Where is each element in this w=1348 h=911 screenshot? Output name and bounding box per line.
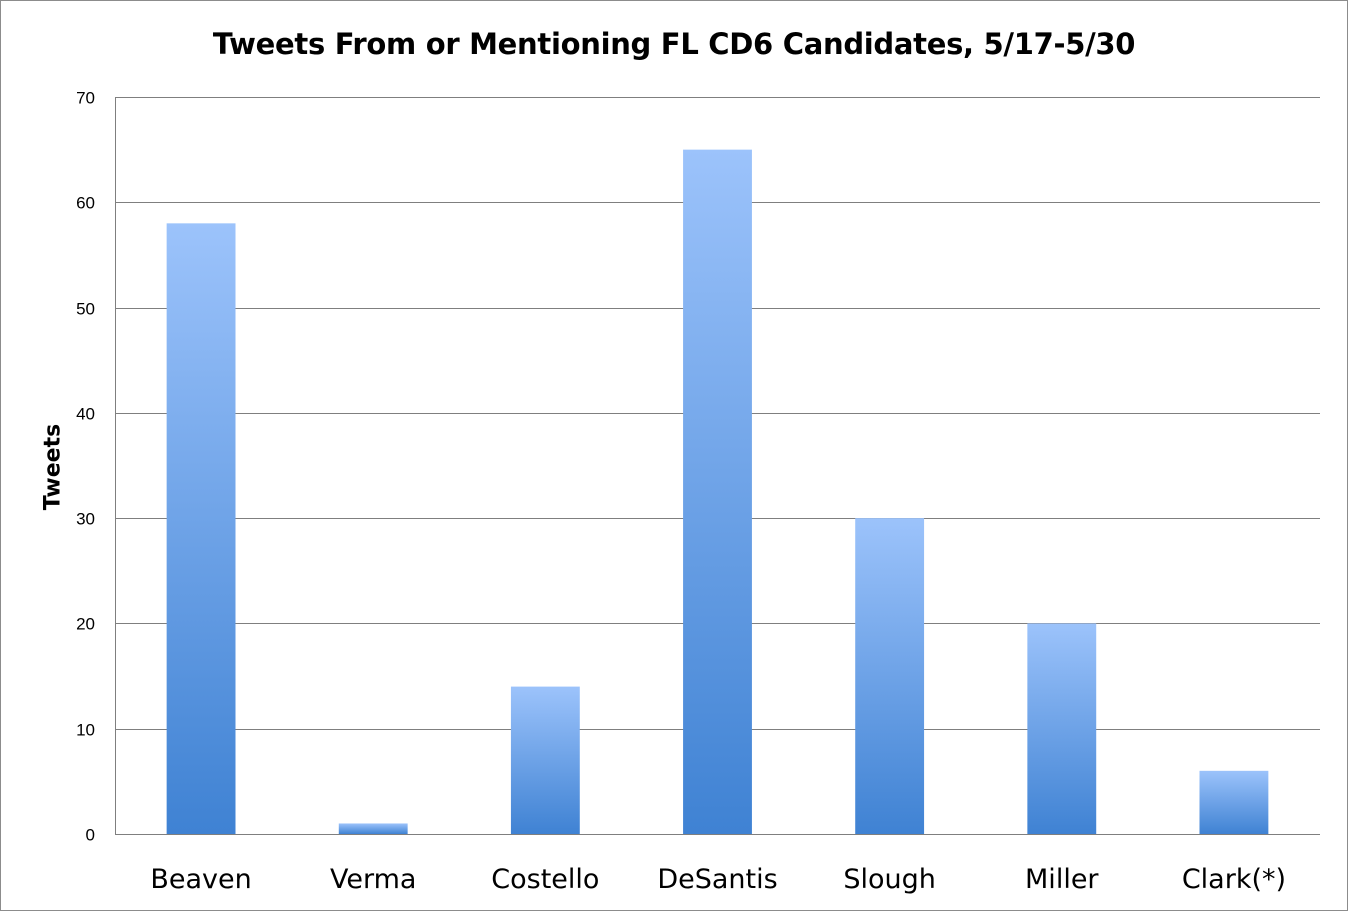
x-tick-label: Costello — [491, 864, 599, 895]
bar-clark — [1199, 770, 1269, 834]
bar-slough — [855, 518, 925, 834]
x-tick-label: DeSantis — [657, 864, 777, 895]
y-tick-label: 10 — [76, 721, 95, 740]
bar-desantis — [683, 149, 752, 835]
x-tick-label: Slough — [843, 864, 936, 895]
y-tick-label: 20 — [76, 615, 95, 634]
bar-miller — [1027, 623, 1097, 834]
y-tick-label: 60 — [76, 194, 95, 213]
x-tick-label: Clark(*) — [1182, 864, 1286, 895]
bar-costello — [510, 686, 580, 834]
bar-verma — [338, 823, 408, 834]
y-tick-labels: 0 10 20 30 40 50 60 70 — [76, 89, 95, 845]
y-tick-label: 30 — [76, 510, 95, 529]
x-tick-labels: Beaven Verma Costello DeSantis Slough Miller C… — [150, 864, 1286, 895]
bar-beaven — [166, 223, 236, 835]
x-tick-label: Verma — [330, 864, 416, 895]
y-tick-label: 0 — [86, 826, 95, 845]
y-tick-label: 40 — [76, 405, 95, 424]
chart-title: Tweets From or Mentioning FL CD6 Candida… — [212, 27, 1136, 61]
y-tick-label: 50 — [76, 300, 95, 319]
bars — [166, 149, 1269, 835]
x-tick-label: Beaven — [150, 864, 251, 895]
y-tick-label: 70 — [76, 89, 95, 108]
x-tick-label: Miller — [1025, 864, 1099, 895]
